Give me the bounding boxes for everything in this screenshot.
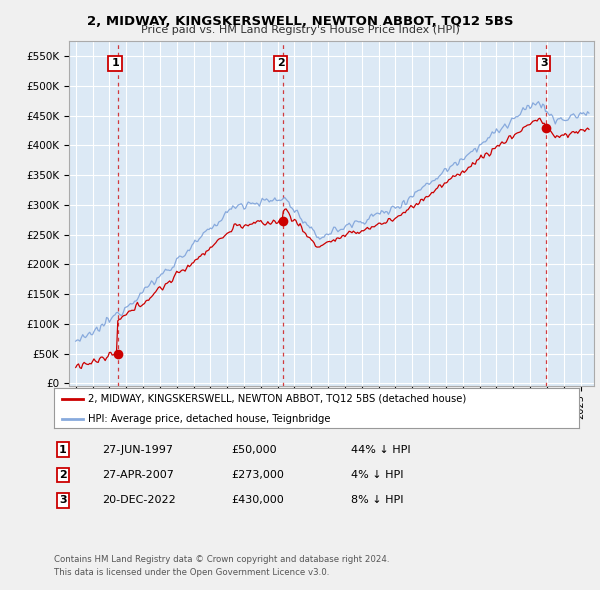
Text: 2, MIDWAY, KINGSKERSWELL, NEWTON ABBOT, TQ12 5BS: 2, MIDWAY, KINGSKERSWELL, NEWTON ABBOT, … (87, 15, 513, 28)
Text: 27-JUN-1997: 27-JUN-1997 (102, 445, 173, 454)
Text: 2, MIDWAY, KINGSKERSWELL, NEWTON ABBOT, TQ12 5BS (detached house): 2, MIDWAY, KINGSKERSWELL, NEWTON ABBOT, … (88, 394, 466, 404)
Text: 44% ↓ HPI: 44% ↓ HPI (351, 445, 410, 454)
Text: 1: 1 (111, 58, 119, 68)
Text: Contains HM Land Registry data © Crown copyright and database right 2024.: Contains HM Land Registry data © Crown c… (54, 555, 389, 564)
Text: £273,000: £273,000 (231, 470, 284, 480)
Text: This data is licensed under the Open Government Licence v3.0.: This data is licensed under the Open Gov… (54, 568, 329, 577)
Text: 8% ↓ HPI: 8% ↓ HPI (351, 496, 404, 505)
Text: 27-APR-2007: 27-APR-2007 (102, 470, 174, 480)
Text: 20-DEC-2022: 20-DEC-2022 (102, 496, 176, 505)
Text: 4% ↓ HPI: 4% ↓ HPI (351, 470, 404, 480)
Text: £430,000: £430,000 (231, 496, 284, 505)
Text: £50,000: £50,000 (231, 445, 277, 454)
Text: 1: 1 (59, 445, 67, 454)
Text: HPI: Average price, detached house, Teignbridge: HPI: Average price, detached house, Teig… (88, 414, 331, 424)
Text: 2: 2 (277, 58, 284, 68)
Text: 2: 2 (59, 470, 67, 480)
Text: 3: 3 (540, 58, 548, 68)
Text: Price paid vs. HM Land Registry's House Price Index (HPI): Price paid vs. HM Land Registry's House … (140, 25, 460, 35)
Text: 3: 3 (59, 496, 67, 505)
